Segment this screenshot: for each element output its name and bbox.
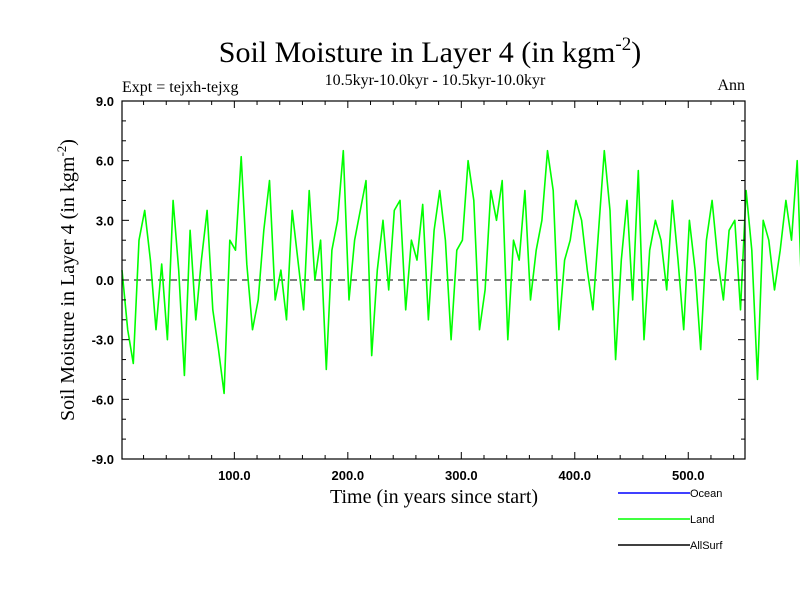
legend-label-land: Land (690, 514, 714, 526)
chart-title-main: Soil Moisture in Layer 4 (in kgm (219, 36, 616, 69)
y-tick-label: 9.0 (96, 94, 114, 109)
y-axis-label-main: Soil Moisture in Layer 4 (in kgm (57, 156, 79, 421)
subtitle-right: Ann (717, 77, 745, 94)
legend: Ocean Land AllSurf (618, 488, 723, 552)
plot-frame (121, 100, 746, 460)
x-tick-label: 300.0 (445, 468, 478, 483)
y-axis-label-sup: -2 (54, 146, 69, 157)
y-tick-label: -3.0 (92, 333, 114, 348)
legend-label-allsurf: AllSurf (690, 540, 723, 552)
legend-label-ocean: Ocean (690, 488, 722, 500)
y-tick-label: -9.0 (92, 452, 114, 467)
y-tick-label: 3.0 (96, 213, 114, 228)
x-tick-label: 100.0 (218, 468, 251, 483)
y-tick-label: -6.0 (92, 392, 114, 407)
chart-title-sup: -2 (615, 34, 631, 55)
x-axis-label: Time (in years since start) (330, 486, 538, 508)
y-tick-label: 0.0 (96, 273, 114, 288)
x-tick-label: 200.0 (332, 468, 365, 483)
subtitle-left: Expt = tejxh-tejxg (122, 79, 239, 96)
chart-title-end: ) (631, 36, 641, 69)
y-axis-label: Soil Moisture in Layer 4 (in kgm-2) (54, 139, 79, 421)
subtitle-center: 10.5kyr-10.0kyr - 10.5kyr-10.0kyr (325, 72, 546, 89)
tick-labels-group: 100.0 200.0 300.0 400.0 500.0 -9.0 -6.0 -3.0 0.0… (92, 94, 705, 483)
chart-title: Soil Moisture in Layer 4 (in kgm-2) (219, 34, 641, 69)
x-tick-label: 500.0 (672, 468, 705, 483)
x-tick-label: 400.0 (559, 468, 592, 483)
ticks-group (122, 100, 745, 460)
y-tick-label: 6.0 (96, 154, 114, 169)
series-group (121, 149, 800, 395)
series-line-land (121, 149, 800, 395)
y-axis-label-end: ) (57, 139, 79, 146)
